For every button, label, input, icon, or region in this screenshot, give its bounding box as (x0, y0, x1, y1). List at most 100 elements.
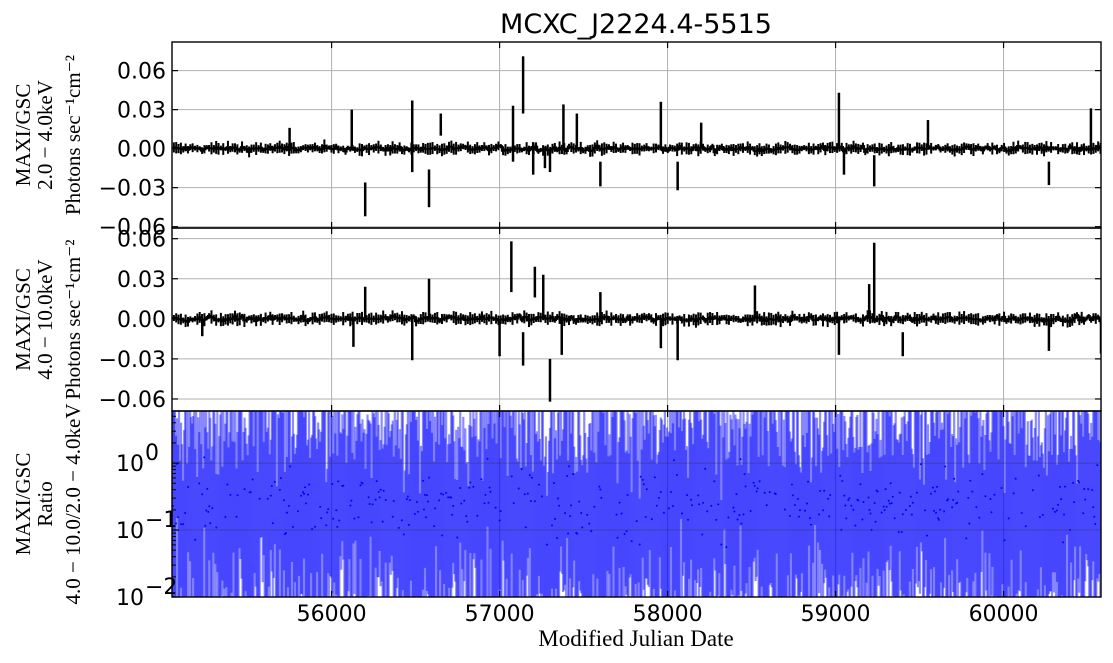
ratio-point (1051, 507, 1054, 510)
ratio-point (1000, 486, 1003, 489)
ratio-point (284, 532, 287, 535)
ratio-point (1063, 513, 1066, 516)
ratio-point (626, 493, 629, 496)
ratio-point (445, 491, 448, 494)
ratio-point (303, 492, 306, 495)
y-axis-label: Ratio (33, 481, 57, 527)
ratio-point (271, 522, 274, 525)
ratio-point (768, 491, 771, 494)
ratio-point (266, 497, 269, 500)
x-ticks (330, 411, 1005, 597)
grid (172, 42, 1101, 228)
ratio-point (952, 498, 955, 501)
y-axis-label: MAXI/GSC (11, 84, 35, 187)
ratio-point (422, 508, 425, 511)
ratio-point (499, 510, 502, 513)
ratio-point (957, 490, 960, 493)
ratio-point (270, 484, 273, 487)
ratio-point (180, 523, 183, 526)
ratio-point (440, 492, 443, 495)
y-axis-label: 4.0 − 10.0/2.0 − 4.0keV (61, 403, 85, 604)
ratio-point (620, 512, 623, 515)
ratio-point (545, 543, 548, 546)
ratio-point (638, 543, 641, 546)
ratio-point (586, 513, 589, 516)
y-tick-exponent: 0 (145, 441, 159, 466)
y-axis-label: MAXI/GSC (11, 453, 35, 556)
ratio-point (381, 520, 384, 523)
ratio-point (642, 483, 645, 486)
ratio-point (397, 526, 400, 529)
y-tick-label: −0.06 (99, 388, 166, 413)
ratio-point (1077, 479, 1080, 482)
ratio-point (300, 494, 303, 497)
ratio-point (528, 474, 531, 477)
ratio-point (978, 516, 981, 519)
ratio-point (919, 463, 922, 466)
ratio-point (1007, 517, 1010, 520)
y-tick-label: 0.06 (117, 228, 166, 253)
ratio-point (353, 517, 356, 520)
ratio-point (405, 498, 408, 501)
ratio-point (1094, 523, 1097, 526)
ratio-point (753, 484, 756, 487)
ratio-point (1020, 511, 1023, 514)
ratio-point (1078, 481, 1081, 484)
ratio-point (968, 522, 971, 525)
ratio-point (743, 473, 746, 476)
ratio-point (406, 495, 409, 498)
ratio-point (243, 488, 246, 491)
ratio-point (981, 473, 984, 476)
ratio-point (953, 477, 956, 480)
ratio-point (371, 503, 374, 506)
ratio-point (809, 517, 812, 520)
ratio-point (686, 494, 689, 497)
ratio-point (269, 494, 272, 497)
ratio-point (211, 507, 214, 510)
ratio-point (576, 532, 579, 535)
ratio-point (893, 517, 896, 520)
x-tick-label: 59000 (801, 602, 871, 627)
ratio-point (742, 513, 745, 516)
ratio-point (874, 520, 877, 523)
ratio-point (798, 509, 801, 512)
ratio-point (791, 494, 794, 497)
ratio-point (302, 491, 305, 494)
ratio-point (402, 533, 405, 536)
ratio-point (311, 528, 314, 531)
ratio-point (408, 499, 411, 502)
x-tick-label: 56000 (297, 602, 367, 627)
ratio-point (806, 502, 809, 505)
ratio-point (845, 517, 848, 520)
ratio-point (993, 493, 996, 496)
ratio-point (923, 509, 926, 512)
ratio-point (672, 459, 675, 462)
ratio-point (1038, 515, 1041, 518)
ratio-point (623, 533, 626, 536)
ratio-point (529, 499, 532, 502)
ratio-point (205, 509, 208, 512)
ratio-point (480, 478, 483, 481)
y-axis-label: Photons sec⁻¹cm⁻² (61, 55, 85, 215)
ratio-point (867, 496, 870, 499)
ratio-point (828, 515, 831, 518)
ratio-point (187, 486, 190, 489)
ratio-point (375, 480, 378, 483)
data-series (172, 56, 1101, 217)
ratio-point (944, 465, 947, 468)
ratio-point (657, 496, 660, 499)
data-series (172, 411, 1101, 597)
ratio-point (701, 533, 704, 536)
ratio-point (839, 474, 842, 477)
ratio-point (468, 486, 471, 489)
ratio-point (460, 502, 463, 505)
ratio-point (990, 511, 993, 514)
ratio-point (641, 478, 644, 481)
ratio-point (868, 508, 871, 511)
ratio-point (331, 482, 334, 485)
ratio-point (653, 476, 656, 479)
ratio-point (615, 513, 618, 516)
ratio-point (727, 516, 730, 519)
ratio-point (690, 498, 693, 501)
